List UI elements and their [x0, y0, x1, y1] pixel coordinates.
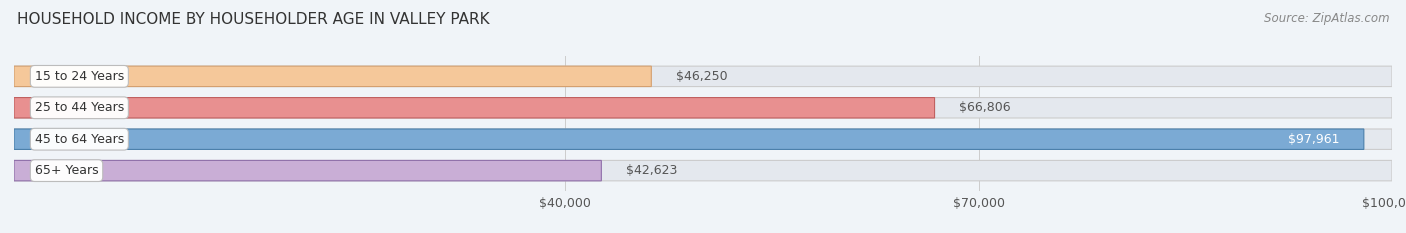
- FancyBboxPatch shape: [14, 66, 651, 87]
- FancyBboxPatch shape: [14, 98, 1392, 118]
- Text: $97,961: $97,961: [1288, 133, 1339, 146]
- FancyBboxPatch shape: [14, 66, 1392, 87]
- FancyBboxPatch shape: [14, 160, 1392, 181]
- Text: 45 to 64 Years: 45 to 64 Years: [35, 133, 124, 146]
- Text: $66,806: $66,806: [959, 101, 1011, 114]
- FancyBboxPatch shape: [14, 129, 1392, 149]
- Text: $46,250: $46,250: [676, 70, 728, 83]
- FancyBboxPatch shape: [14, 98, 935, 118]
- Text: $42,623: $42,623: [626, 164, 678, 177]
- Text: Source: ZipAtlas.com: Source: ZipAtlas.com: [1264, 12, 1389, 25]
- Text: 15 to 24 Years: 15 to 24 Years: [35, 70, 124, 83]
- Text: HOUSEHOLD INCOME BY HOUSEHOLDER AGE IN VALLEY PARK: HOUSEHOLD INCOME BY HOUSEHOLDER AGE IN V…: [17, 12, 489, 27]
- Text: 65+ Years: 65+ Years: [35, 164, 98, 177]
- FancyBboxPatch shape: [14, 160, 602, 181]
- Text: 25 to 44 Years: 25 to 44 Years: [35, 101, 124, 114]
- FancyBboxPatch shape: [14, 129, 1364, 149]
